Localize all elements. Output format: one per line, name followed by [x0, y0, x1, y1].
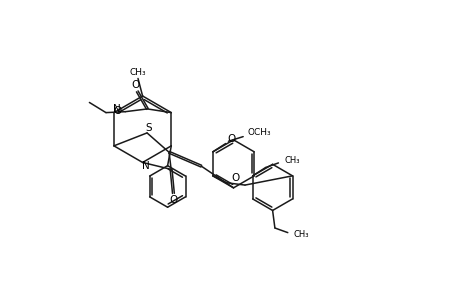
Text: O: O [169, 195, 177, 205]
Text: N: N [142, 161, 149, 171]
Text: CH₃: CH₃ [293, 230, 308, 239]
Text: O: O [231, 173, 240, 183]
Text: N: N [113, 104, 121, 114]
Text: O: O [227, 134, 235, 144]
Text: O: O [112, 106, 121, 116]
Text: S: S [145, 123, 152, 133]
Text: OCH₃: OCH₃ [247, 128, 271, 137]
Text: O: O [131, 80, 140, 90]
Text: CH₃: CH₃ [129, 68, 146, 77]
Text: CH₃: CH₃ [284, 156, 299, 165]
